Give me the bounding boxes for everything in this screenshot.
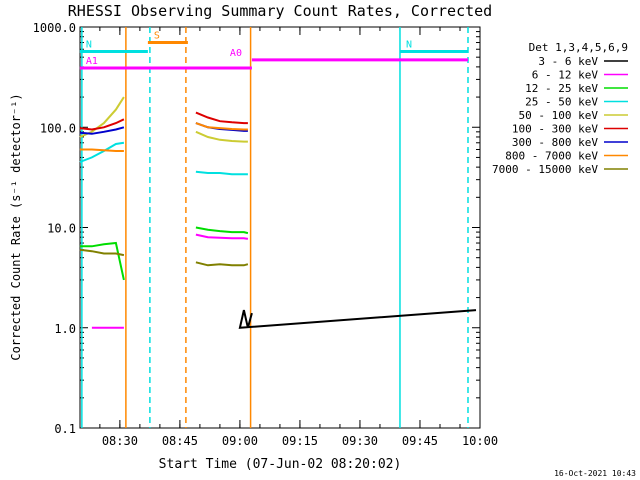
series-line bbox=[195, 130, 248, 143]
series-line bbox=[79, 118, 125, 131]
chart-title: RHESSI Observing Summary Count Rates, Co… bbox=[68, 2, 492, 20]
y-tick-label: 1000.0 bbox=[33, 21, 76, 35]
y-tick-label: 0.1 bbox=[54, 422, 76, 436]
legend-entry-label: 800 - 7000 keV bbox=[505, 150, 598, 163]
legend-entry-label: 50 - 100 keV bbox=[519, 109, 599, 122]
legend-entry-label: 100 - 300 keV bbox=[512, 123, 598, 136]
legend-entry-label: 12 - 25 keV bbox=[525, 82, 598, 95]
series-line bbox=[79, 96, 125, 138]
series-line bbox=[195, 226, 249, 235]
plot-frame bbox=[79, 26, 481, 429]
x-tick-label: 09:45 bbox=[402, 434, 438, 448]
plot-layer: 0.1 1.0 10.0 100.0 1000.0 08:30 08:45 09:00 09:1… bbox=[33, 21, 498, 448]
x-tick-label: 09:15 bbox=[282, 434, 318, 448]
series-line bbox=[195, 261, 249, 267]
x-tick-label: 09:00 bbox=[222, 434, 258, 448]
series-line bbox=[79, 141, 125, 163]
series-line bbox=[195, 111, 248, 125]
x-tick-label: 08:30 bbox=[102, 434, 138, 448]
state-bar-label: N bbox=[86, 39, 92, 50]
legend-entry-label: 25 - 50 keV bbox=[525, 96, 598, 109]
footer-date: 16-Oct-2021 10:43 bbox=[554, 469, 636, 478]
state-bar-label: A1 bbox=[86, 56, 98, 67]
y-axis-label: Corrected Count Rate (s⁻¹ detector⁻¹) bbox=[9, 93, 23, 360]
legend-entry-label: 3 - 6 keV bbox=[538, 55, 598, 68]
y-tick-label: 100.0 bbox=[40, 121, 76, 135]
series-line bbox=[238, 309, 477, 329]
series-line bbox=[79, 148, 124, 152]
series-line bbox=[195, 122, 248, 131]
legend-entry-label: 6 - 12 keV bbox=[532, 69, 599, 82]
x-tick-label: 10:00 bbox=[462, 434, 498, 448]
y-tick-label: 1.0 bbox=[54, 322, 76, 336]
x-tick-label: 08:45 bbox=[162, 434, 198, 448]
legend-title: Det 1,3,4,5,6,9 bbox=[529, 41, 628, 54]
series-line bbox=[79, 241, 125, 281]
legend-entry-label: 7000 - 15000 keV bbox=[492, 163, 598, 176]
legend-entry-label: 300 - 800 keV bbox=[512, 136, 598, 149]
series-line bbox=[79, 126, 125, 135]
y-tick-label: 10.0 bbox=[47, 222, 76, 236]
state-bar-label: S bbox=[154, 31, 160, 42]
series-line bbox=[79, 248, 125, 257]
x-axis-label: Start Time (07-Jun-02 08:20:02) bbox=[159, 457, 402, 472]
state-bar-label: N bbox=[406, 39, 412, 50]
series-line bbox=[195, 170, 248, 176]
x-tick-label: 09:30 bbox=[342, 434, 378, 448]
state-bar-label: A0 bbox=[230, 48, 242, 59]
series-line bbox=[195, 233, 249, 240]
